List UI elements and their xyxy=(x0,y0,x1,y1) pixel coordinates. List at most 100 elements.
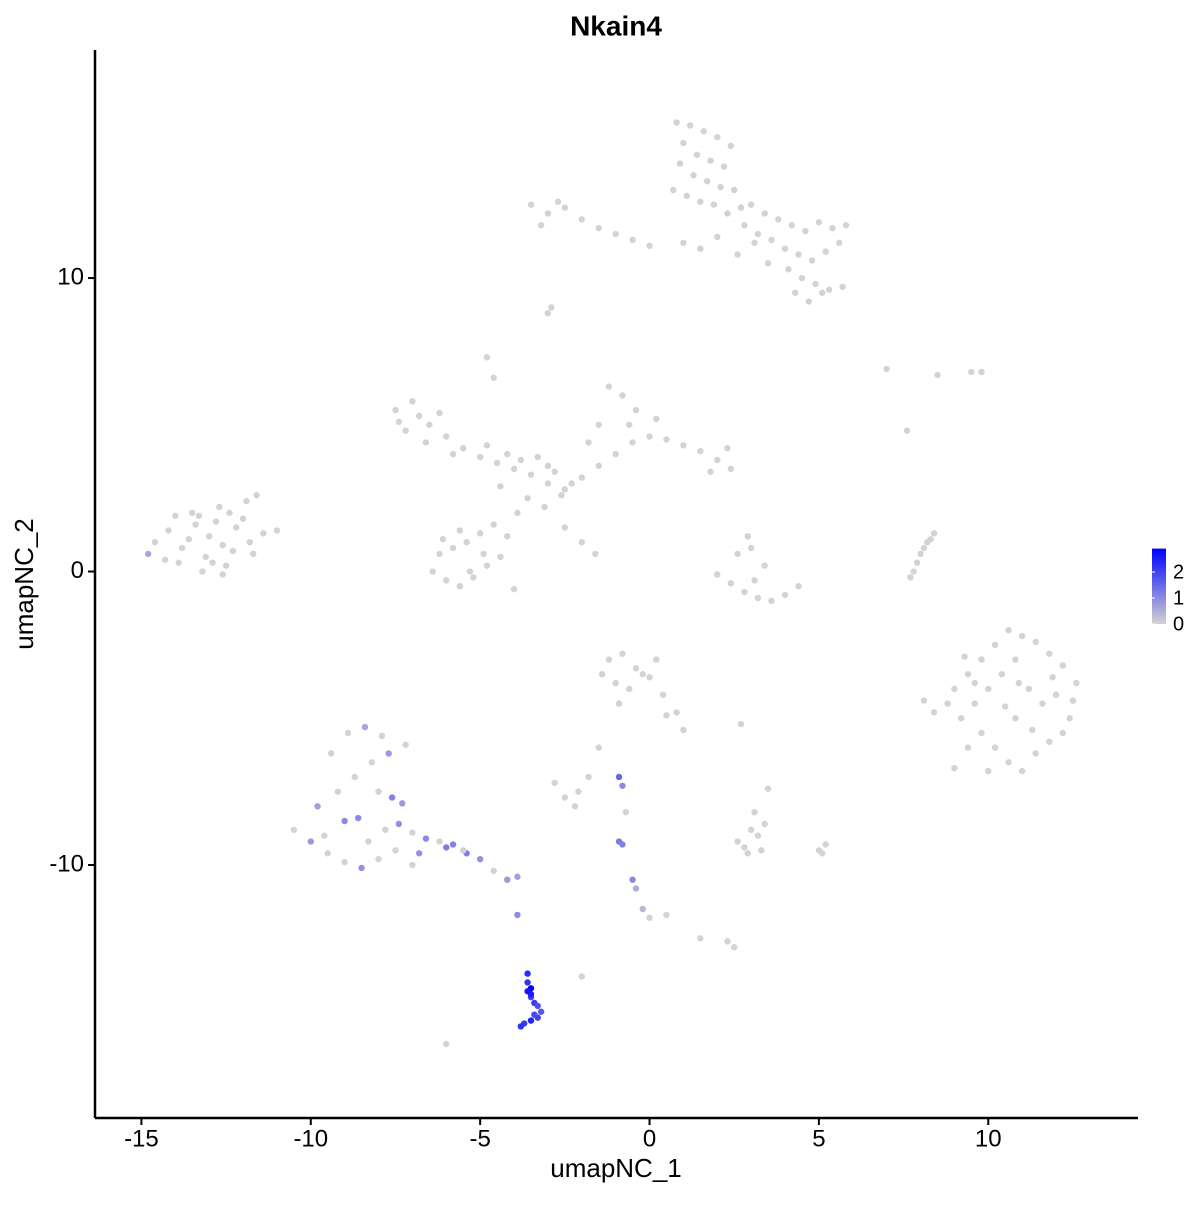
point xyxy=(1032,750,1039,757)
point xyxy=(456,583,464,590)
point xyxy=(493,459,501,467)
point xyxy=(544,210,552,217)
point xyxy=(673,709,680,716)
point xyxy=(202,553,209,561)
point xyxy=(222,562,230,569)
point xyxy=(578,973,585,980)
point xyxy=(934,371,941,379)
point xyxy=(731,186,738,194)
point xyxy=(558,492,565,499)
point xyxy=(720,163,728,170)
point xyxy=(561,524,569,531)
point xyxy=(978,729,985,737)
point xyxy=(548,304,555,311)
point xyxy=(571,803,579,810)
point xyxy=(290,826,298,833)
point xyxy=(1039,700,1046,707)
point xyxy=(961,653,968,660)
point xyxy=(829,224,836,232)
point xyxy=(775,216,782,223)
point xyxy=(1046,650,1053,657)
point xyxy=(388,794,396,801)
point xyxy=(402,427,409,434)
point xyxy=(205,533,213,540)
point xyxy=(504,450,511,458)
point xyxy=(663,911,670,919)
point xyxy=(998,671,1006,678)
point xyxy=(781,245,789,252)
point xyxy=(178,544,186,552)
point xyxy=(697,935,704,942)
point xyxy=(690,172,697,179)
point xyxy=(683,192,690,200)
point xyxy=(1059,662,1066,669)
point xyxy=(476,855,484,863)
point xyxy=(537,222,545,229)
point xyxy=(429,568,436,575)
point xyxy=(382,826,389,833)
y-tick-label: 10 xyxy=(57,263,84,290)
point xyxy=(470,574,477,581)
point xyxy=(653,656,660,663)
point xyxy=(161,556,169,563)
point xyxy=(497,483,504,490)
point xyxy=(341,817,348,825)
point xyxy=(409,398,416,405)
point xyxy=(727,580,735,587)
point xyxy=(714,456,721,464)
point xyxy=(619,782,626,789)
point xyxy=(822,841,829,848)
point xyxy=(436,409,443,417)
colorbar xyxy=(1152,548,1166,624)
point xyxy=(436,838,443,845)
point xyxy=(378,732,386,740)
point xyxy=(903,427,911,434)
point xyxy=(243,497,250,505)
point xyxy=(483,442,491,449)
point xyxy=(172,512,179,519)
point xyxy=(629,236,636,244)
point xyxy=(192,521,199,528)
point xyxy=(409,829,416,836)
colorbar-tick-label: 0 xyxy=(1173,613,1184,635)
point xyxy=(761,210,768,217)
point xyxy=(802,227,809,235)
point xyxy=(991,641,999,649)
point xyxy=(676,160,684,167)
y-axis-label: umapNC_2 xyxy=(9,518,39,650)
point xyxy=(551,779,558,787)
point xyxy=(785,266,792,273)
point xyxy=(443,433,450,440)
point xyxy=(697,245,704,252)
point xyxy=(798,274,806,282)
point xyxy=(930,530,938,537)
point xyxy=(920,544,928,552)
point xyxy=(561,794,569,801)
point xyxy=(707,468,714,475)
point xyxy=(842,222,850,229)
point xyxy=(741,588,748,596)
point xyxy=(907,574,914,581)
point xyxy=(439,536,447,543)
point xyxy=(355,814,362,822)
point xyxy=(697,198,704,205)
point xyxy=(663,712,670,719)
point xyxy=(1012,715,1019,722)
point xyxy=(639,671,646,678)
point xyxy=(490,867,497,875)
point xyxy=(199,568,206,575)
point xyxy=(551,468,558,475)
point xyxy=(260,530,267,537)
point xyxy=(490,374,497,382)
point xyxy=(737,720,745,728)
point xyxy=(626,685,633,693)
point xyxy=(646,914,653,922)
point xyxy=(195,512,203,519)
point xyxy=(680,239,687,247)
x-tick-label: 0 xyxy=(643,1125,656,1152)
point xyxy=(578,538,585,546)
point xyxy=(517,1023,525,1030)
point xyxy=(175,559,182,566)
point xyxy=(1032,638,1039,646)
